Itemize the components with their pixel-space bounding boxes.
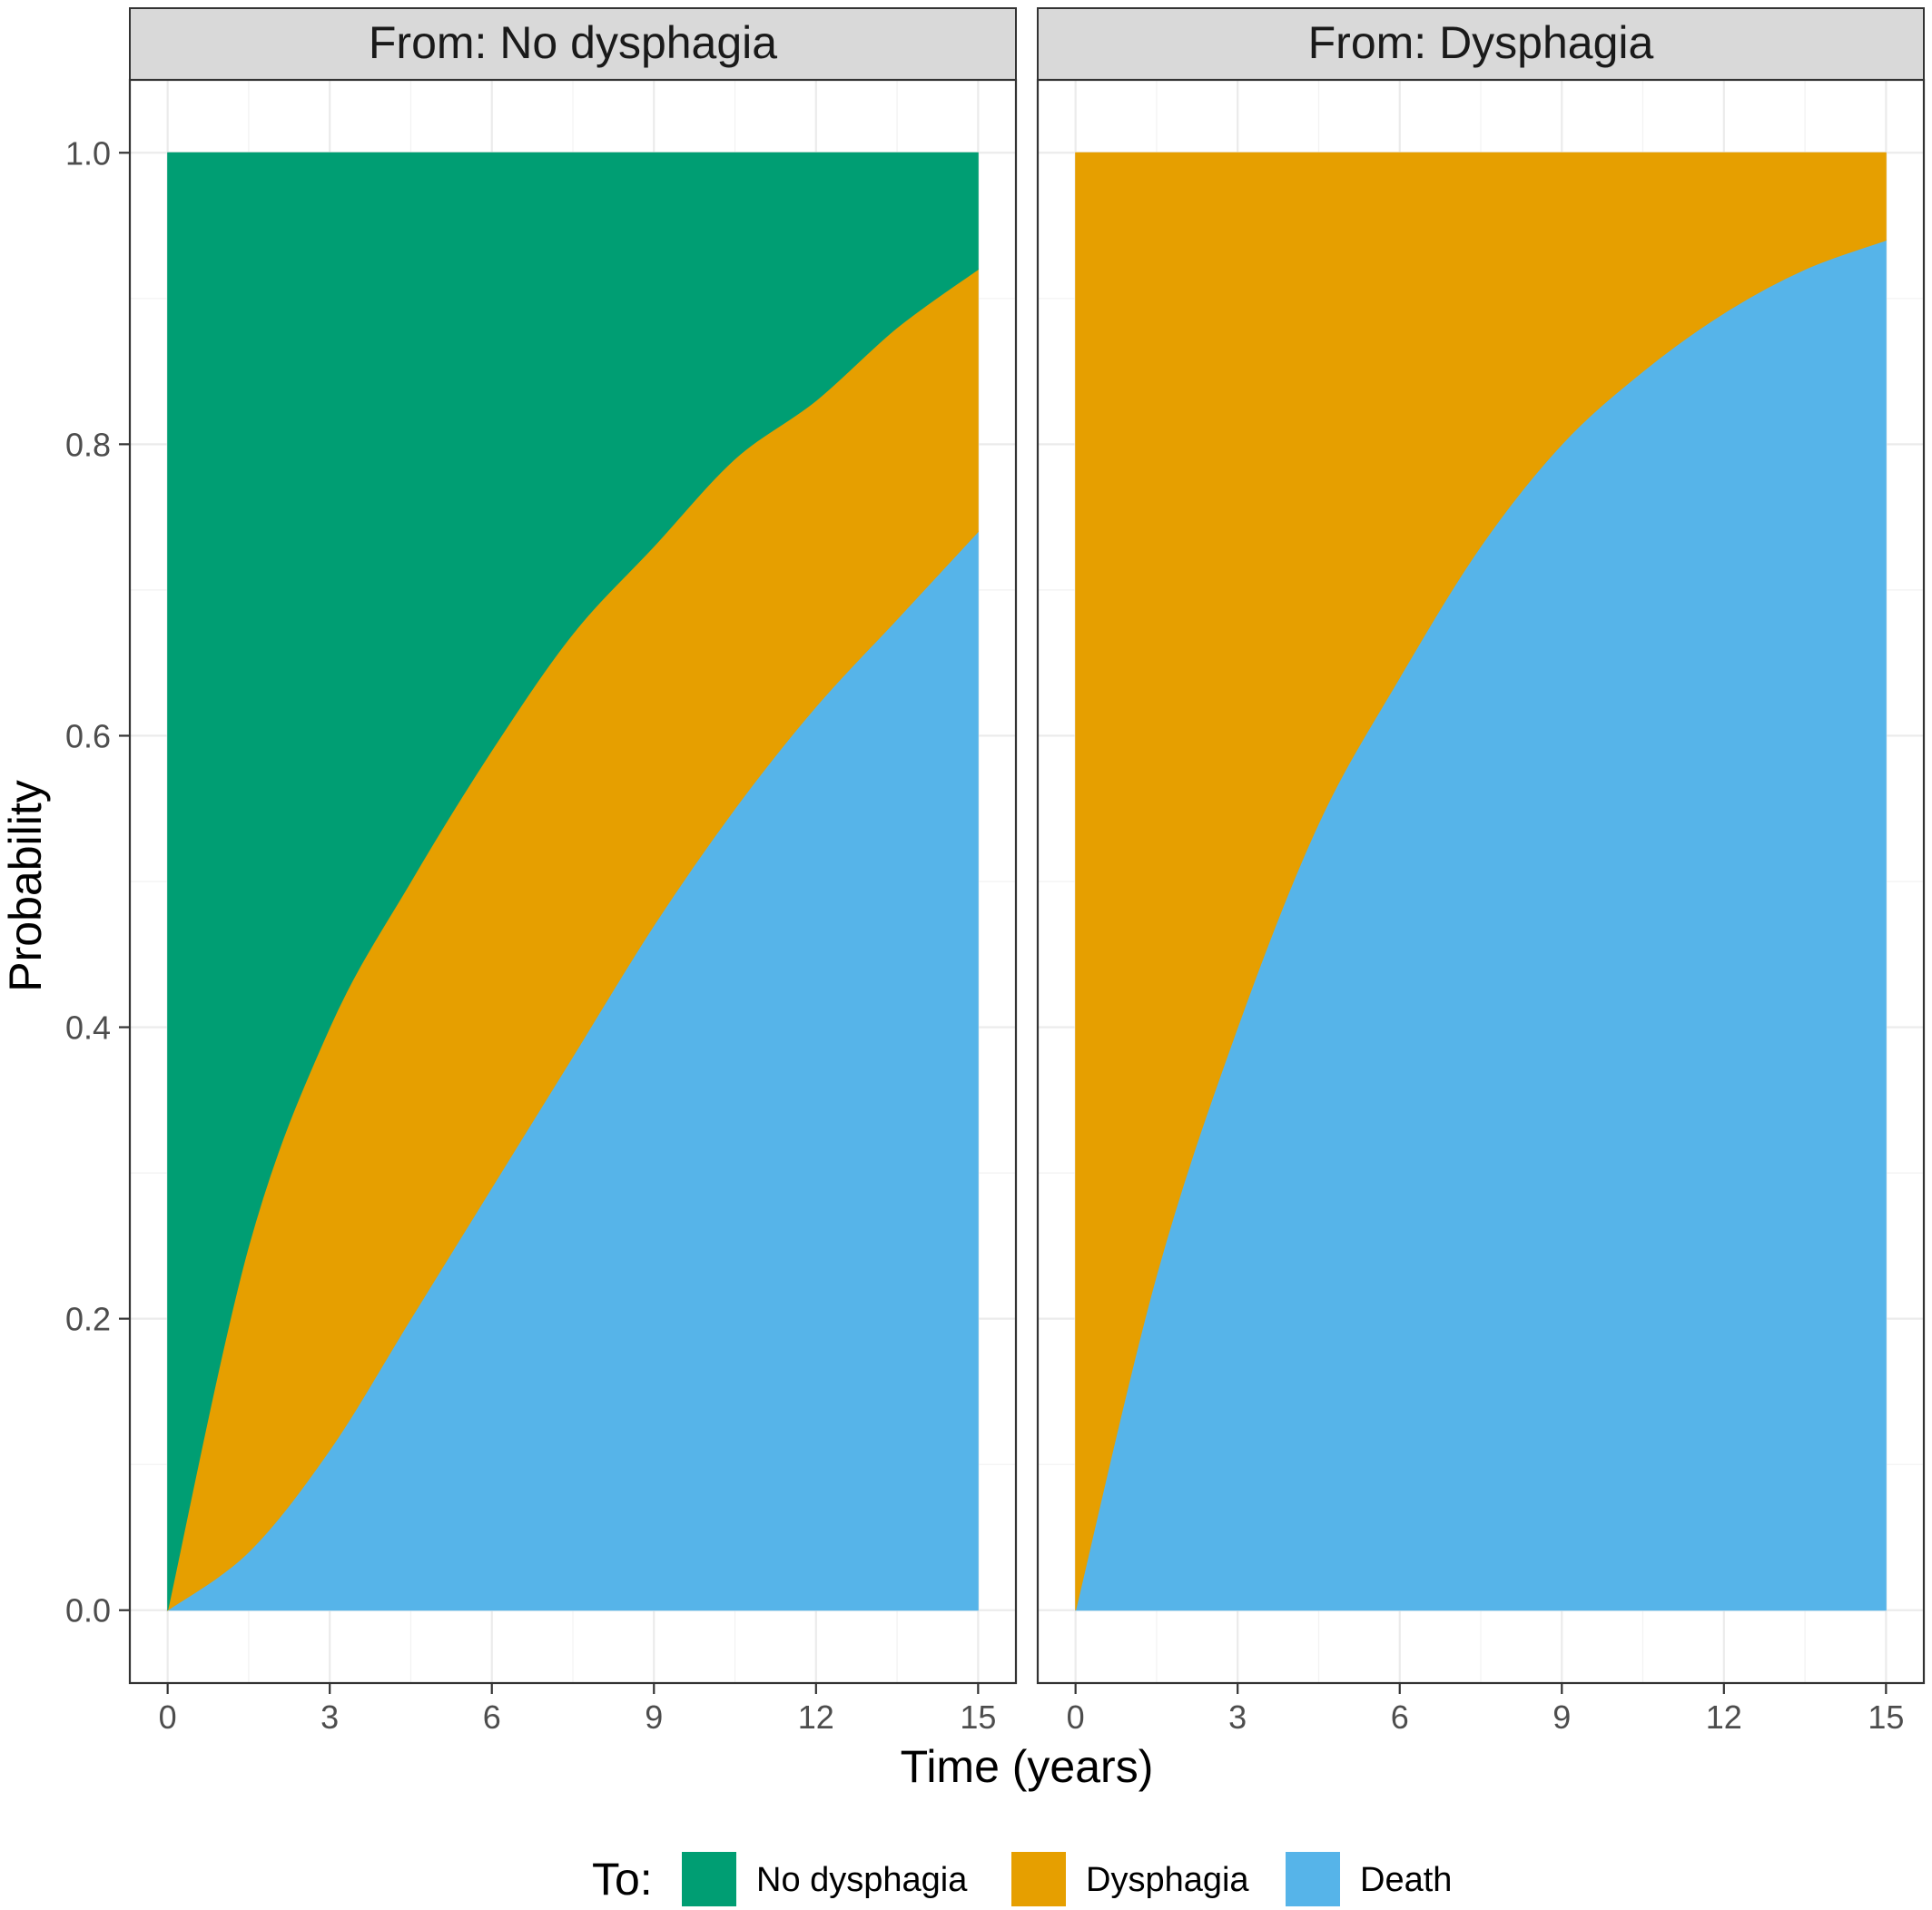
- y-axis-title: Probability: [0, 780, 51, 991]
- legend-key-death: [1286, 1852, 1340, 1906]
- x-tick-label: 9: [645, 1698, 663, 1736]
- y-tick-label: 0.0: [65, 1592, 111, 1629]
- x-tick-label: 0: [159, 1698, 177, 1736]
- legend-label: Death: [1360, 1861, 1452, 1899]
- facet-strip-title: From: Dysphagia: [1308, 17, 1654, 68]
- legend-label: No dysphagia: [756, 1861, 968, 1899]
- legend-key-dysphagia: [1011, 1852, 1066, 1906]
- y-tick-label: 0.8: [65, 426, 111, 463]
- y-tick-label: 0.4: [65, 1009, 111, 1047]
- x-tick-label: 6: [1391, 1698, 1409, 1736]
- facet-panel: From: No dysphagia 0 3 6 9 12 15 0.0 0.2 0.4 0.6 0.…: [65, 7, 1018, 1736]
- x-tick-label: 12: [1706, 1698, 1742, 1736]
- area-dysphagia: [1075, 152, 1887, 1610]
- legend: To: No dysphagia Dysphagia Death: [592, 1852, 1452, 1906]
- facet-panels: From: No dysphagia 0 3 6 9 12 15 0.0 0.2 0.4 0.6 0.…: [65, 7, 1926, 1736]
- x-tick-label: 6: [483, 1698, 501, 1736]
- x-tick-label: 12: [798, 1698, 834, 1736]
- x-tick-label: 3: [320, 1698, 339, 1736]
- x-tick-label: 15: [960, 1698, 996, 1736]
- x-tick-label: 15: [1868, 1698, 1904, 1736]
- panel-border: [1036, 78, 1926, 1685]
- y-tick-label: 1.0: [65, 134, 111, 172]
- legend-key-no-dysphagia: [682, 1852, 736, 1906]
- y-tick-label: 0.2: [65, 1301, 111, 1338]
- x-tick-label: 0: [1067, 1698, 1085, 1736]
- facet-strip-title: From: No dysphagia: [369, 17, 777, 68]
- legend-label: Dysphagia: [1086, 1861, 1249, 1899]
- x-axis-title: Time (years): [901, 1741, 1154, 1792]
- x-tick-label: 3: [1228, 1698, 1247, 1736]
- area-no-dysphagia: [167, 152, 979, 1610]
- facet-strip: [129, 7, 1017, 81]
- y-tick-label: 0.6: [65, 717, 111, 754]
- x-tick-label: 9: [1552, 1698, 1571, 1736]
- facet-strip: [1037, 7, 1925, 81]
- panel-border: [128, 78, 1018, 1685]
- legend-title: To:: [592, 1854, 653, 1905]
- facet-panel: From: Dysphagia 0 3 6 9 12 15: [1036, 7, 1926, 1736]
